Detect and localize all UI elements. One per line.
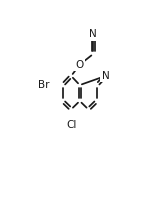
Text: Cl: Cl (66, 120, 76, 130)
Text: Br: Br (38, 80, 49, 90)
Text: N: N (102, 71, 109, 81)
Text: N: N (89, 29, 97, 39)
Text: O: O (76, 60, 84, 70)
